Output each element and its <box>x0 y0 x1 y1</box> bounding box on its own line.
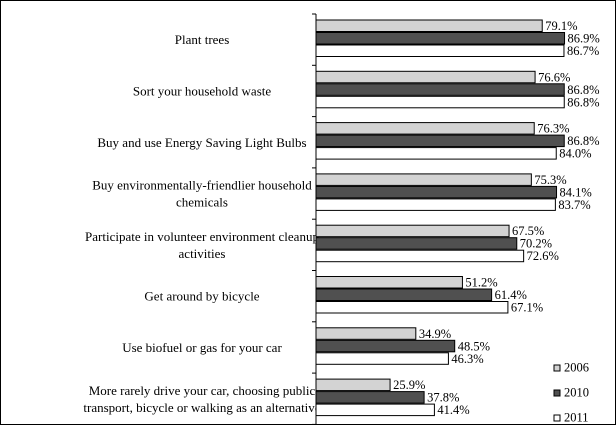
bar-2011 <box>315 403 435 417</box>
bar-2006 <box>315 173 532 186</box>
value-label: 86.8% <box>567 83 599 97</box>
category-label: Get around by bicycle <box>144 289 259 304</box>
bar-2011 <box>315 249 525 263</box>
value-label: 79.1% <box>545 19 577 33</box>
legend-label: 2010 <box>564 386 589 400</box>
legend-label: 2006 <box>564 361 589 375</box>
bar-2010 <box>315 185 558 199</box>
value-label: 86.8% <box>567 95 599 109</box>
value-label: 76.3% <box>537 122 569 136</box>
value-label: 46.3% <box>451 352 483 366</box>
bar-2010 <box>315 288 493 301</box>
bar-2011 <box>315 95 565 109</box>
value-label: 75.3% <box>534 173 566 187</box>
value-label: 86.7% <box>567 44 599 58</box>
value-label: 67.5% <box>512 224 544 238</box>
bar-2006 <box>315 19 543 32</box>
category-label: Participate in volunteer environment cle… <box>85 229 319 244</box>
value-label: 84.1% <box>560 185 592 199</box>
category-label: More rarely drive your car, choosing pub… <box>89 383 316 398</box>
category-label: activities <box>179 246 226 261</box>
bar-2006 <box>315 122 535 135</box>
category-label: Sort your household waste <box>133 83 272 98</box>
category-label: transport, bicycle or walking as an alte… <box>83 400 320 415</box>
category-label: Buy environmentally-friendlier household <box>92 178 312 193</box>
value-label: 76.6% <box>538 70 570 84</box>
bar-2006 <box>315 327 417 340</box>
value-label: 34.9% <box>419 327 451 341</box>
value-label: 70.2% <box>520 237 552 251</box>
value-label: 61.4% <box>495 288 527 302</box>
legend-swatch-2011 <box>553 414 561 422</box>
value-label: 41.4% <box>437 403 469 417</box>
bar-2011 <box>315 147 557 160</box>
value-label: 72.6% <box>527 249 559 263</box>
bar-2011 <box>315 301 509 314</box>
value-label: 48.5% <box>458 339 490 353</box>
value-label: 25.9% <box>393 378 425 392</box>
category-label: Plant trees <box>175 32 230 47</box>
category-label: chemicals <box>176 195 228 210</box>
bar-2010 <box>315 32 566 45</box>
bar-2006 <box>315 276 463 289</box>
value-label: 67.1% <box>511 301 543 315</box>
value-label: 83.7% <box>558 198 590 212</box>
legend-swatch-2006 <box>553 364 561 372</box>
bar-2006 <box>315 224 510 238</box>
bar-2006 <box>315 378 391 392</box>
bar-2010 <box>315 83 565 96</box>
value-label: 86.8% <box>567 134 599 148</box>
legend-swatch-2010 <box>553 389 561 397</box>
bar-2006 <box>315 70 536 84</box>
category-label: Buy and use Energy Saving Light Bulbs <box>97 135 306 150</box>
value-label: 37.8% <box>427 391 459 405</box>
bar-2010 <box>315 391 425 404</box>
bar-2011 <box>315 44 565 57</box>
bar-2011 <box>315 352 449 365</box>
bar-2010 <box>315 339 456 353</box>
bar-2010 <box>315 134 565 148</box>
value-label: 86.9% <box>568 32 600 46</box>
value-label: 84.0% <box>559 147 591 161</box>
value-label: 51.2% <box>465 276 497 290</box>
category-label: Use biofuel or gas for your car <box>122 340 282 355</box>
bar-2010 <box>315 237 518 250</box>
bar-2011 <box>315 198 556 211</box>
legend-label: 2011 <box>564 411 589 425</box>
